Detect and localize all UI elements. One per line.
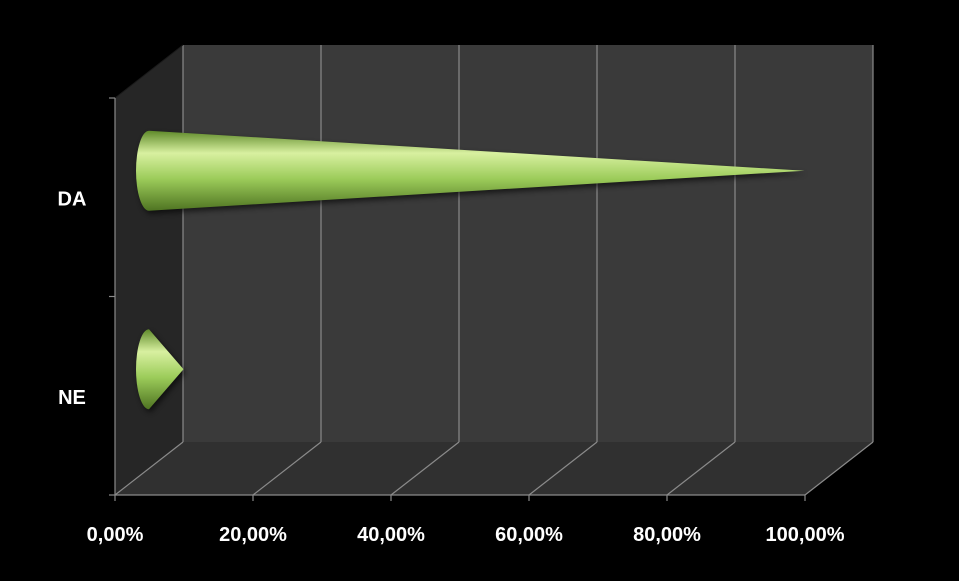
plot-frame	[115, 45, 873, 495]
side-wall	[115, 45, 183, 495]
bar-cone-da	[136, 130, 805, 211]
x-tick-label: 60,00%	[495, 524, 563, 546]
bar-cone-ne	[136, 329, 184, 410]
floor	[115, 442, 873, 495]
gridline-floor	[804, 441, 874, 496]
gridline-floor	[114, 441, 184, 496]
axis-labels: 0,00% 20,00% 40,00% 60,00% 80,00% 100,00% DA NE	[58, 188, 845, 546]
x-tick-label: 20,00%	[219, 524, 287, 546]
x-tick-label: 80,00%	[633, 524, 701, 546]
bars	[136, 130, 807, 413]
x-tick-label: 100,00%	[766, 524, 845, 546]
gridline-floor	[528, 441, 598, 496]
side-wall-edge	[114, 44, 184, 99]
category-label: NE	[58, 387, 86, 409]
gridline-floor	[666, 441, 736, 496]
x-tick-label: 0,00%	[87, 524, 144, 546]
gridlines	[109, 44, 874, 501]
gridline-floor	[390, 441, 460, 496]
category-label: DA	[58, 188, 87, 210]
gridline-floor	[252, 441, 322, 496]
x-tick-label: 40,00%	[357, 524, 425, 546]
back-wall	[183, 45, 873, 442]
